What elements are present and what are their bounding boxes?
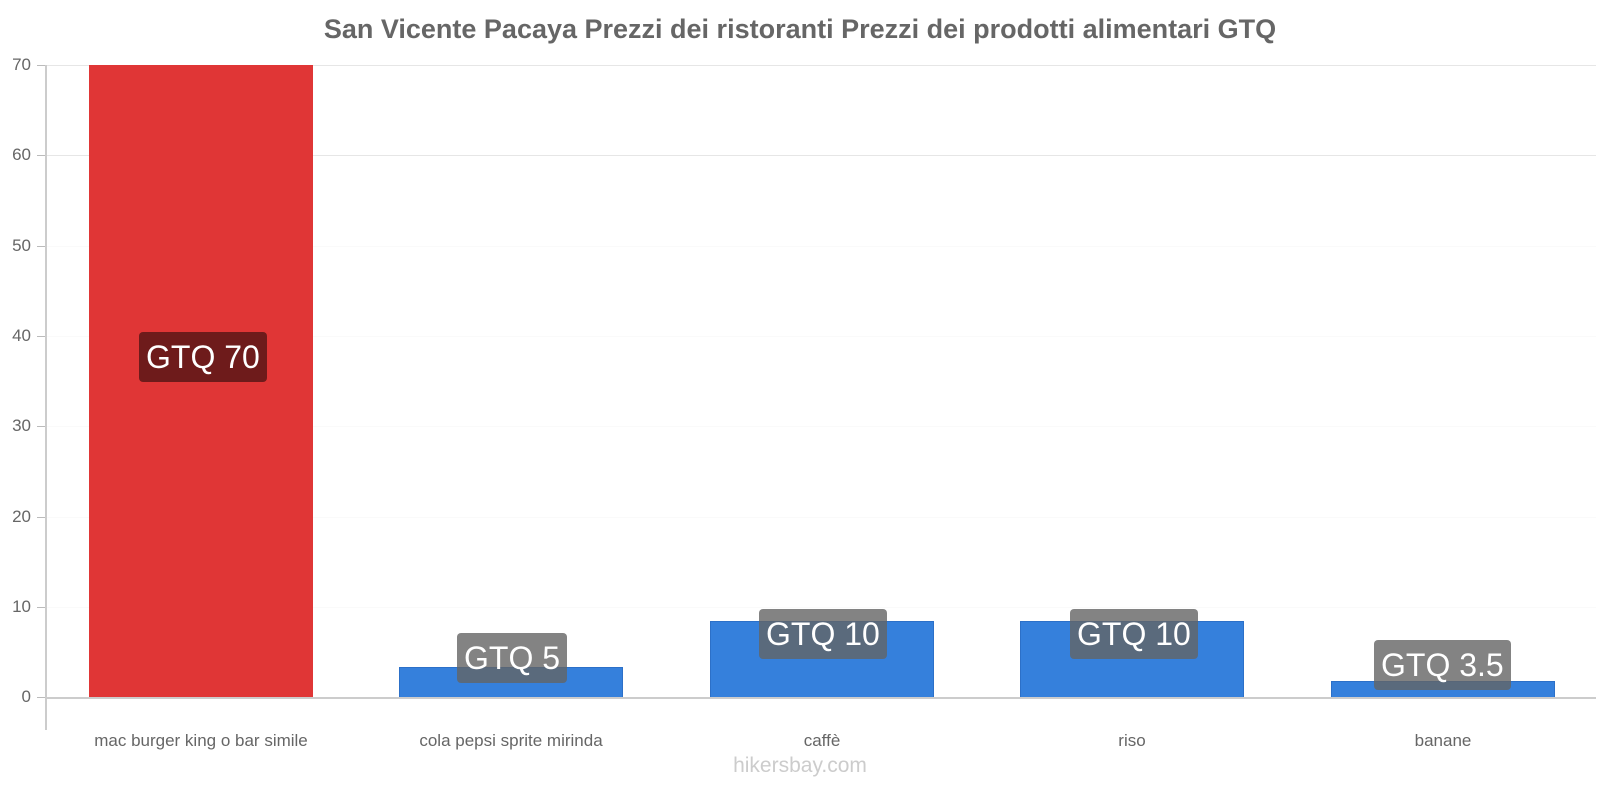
ytick-label-30: 30 <box>12 416 31 435</box>
data-label-caffe: GTQ 10 <box>759 609 887 659</box>
gridline-60 <box>46 155 1596 156</box>
gridline-50 <box>46 246 1596 247</box>
ytick-50 <box>37 246 45 247</box>
ytick-label-70: 70 <box>12 55 31 74</box>
ytick-30 <box>37 426 45 427</box>
gridline-20 <box>46 517 1596 518</box>
ytick-label-40: 40 <box>12 326 31 345</box>
ytick-0 <box>37 697 45 698</box>
ytick-20 <box>37 517 45 518</box>
ytick-label-20: 20 <box>12 507 31 526</box>
ytick-label-10: 10 <box>12 597 31 616</box>
data-label-cola: GTQ 5 <box>457 633 568 683</box>
watermark: hikersbay.com <box>733 754 867 777</box>
xlabel-mac-burger: mac burger king o bar simile <box>94 731 308 750</box>
gridline-30 <box>46 426 1596 427</box>
gridline-10 <box>46 607 1596 608</box>
data-label-banane: GTQ 3.5 <box>1374 640 1511 690</box>
data-label-riso: GTQ 10 <box>1070 609 1198 659</box>
xlabel-riso: riso <box>1118 731 1146 750</box>
chart-title: San Vicente Pacaya Prezzi dei ristoranti… <box>323 14 1277 44</box>
xlabel-cola: cola pepsi sprite mirinda <box>419 731 603 750</box>
ytick-70 <box>37 65 45 66</box>
y-axis <box>45 65 47 730</box>
gridline-40 <box>46 336 1596 337</box>
ytick-label-0: 0 <box>21 687 31 706</box>
xlabel-banane: banane <box>1414 731 1472 750</box>
gridline-70 <box>46 65 1596 66</box>
xlabel-caffe: caffè <box>803 731 841 750</box>
x-axis <box>45 697 1596 699</box>
ytick-10 <box>37 607 45 608</box>
ytick-60 <box>37 155 45 156</box>
data-label-mac-burger: GTQ 70 <box>139 332 267 382</box>
ytick-label-60: 60 <box>12 145 31 164</box>
ytick-40 <box>37 336 45 337</box>
ytick-label-50: 50 <box>12 236 31 255</box>
